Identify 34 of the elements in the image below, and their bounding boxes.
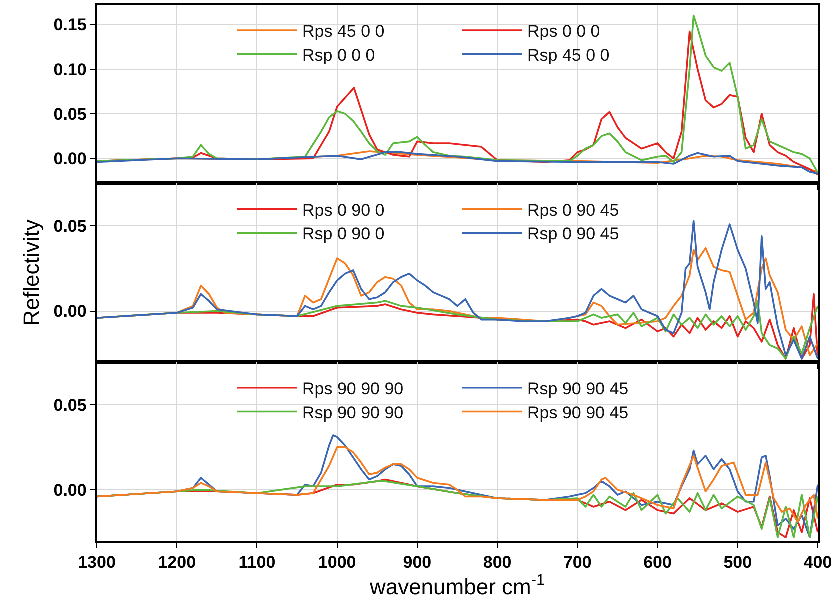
x-tick-label: 900 [403,553,432,572]
x-axis-title: wavenumber cm$^{-1}$ [368,572,546,600]
line-series [97,446,818,524]
y-tick-label: 0.05 [54,217,87,236]
x-tick-label: 700 [563,553,592,572]
legend-label: Rsp 90 90 45 [528,379,629,398]
legend-label: Rsp 0 0 0 [302,46,376,66]
y-tick-label: 0.05 [54,396,87,415]
legend-label: Rsp 90 90 90 [302,403,404,422]
x-tick-label: 600 [644,553,672,572]
x-tick-label: 500 [724,553,752,572]
legend-label: Rsp 0 90 0 [302,224,385,244]
line-series [97,220,818,360]
y-tick-label: 0.15 [54,16,87,35]
x-tick-label: 1100 [238,553,276,572]
legend-label: Rps 0 90 45 [528,200,620,220]
legend-label: Rps 0 90 0 [302,200,385,220]
legend-label: Rps 90 90 90 [302,379,404,398]
x-tick-label: 1200 [158,553,196,572]
x-tick-label: 800 [483,553,512,572]
y-tick-label: 0.00 [54,150,87,169]
legend-label: Rsp 45 0 0 [528,46,610,66]
legend-label: Rsp 0 90 45 [528,224,620,244]
y-tick-label: 0.05 [54,104,87,124]
legend-label: Rps 0 0 0 [528,22,600,42]
y-axis-title: Reflectivity [19,220,44,326]
legend-label: Rps 90 90 45 [528,403,629,422]
y-tick-label: 0.00 [54,480,87,500]
y-tick-label: 0.00 [54,302,87,322]
x-tick-label: 1300 [78,553,116,572]
legend-label: Rps 45 0 0 [302,22,385,42]
x-tick-label: 1000 [318,553,356,572]
y-tick-label: 0.10 [54,60,87,80]
x-tick-label: 400 [804,553,832,572]
